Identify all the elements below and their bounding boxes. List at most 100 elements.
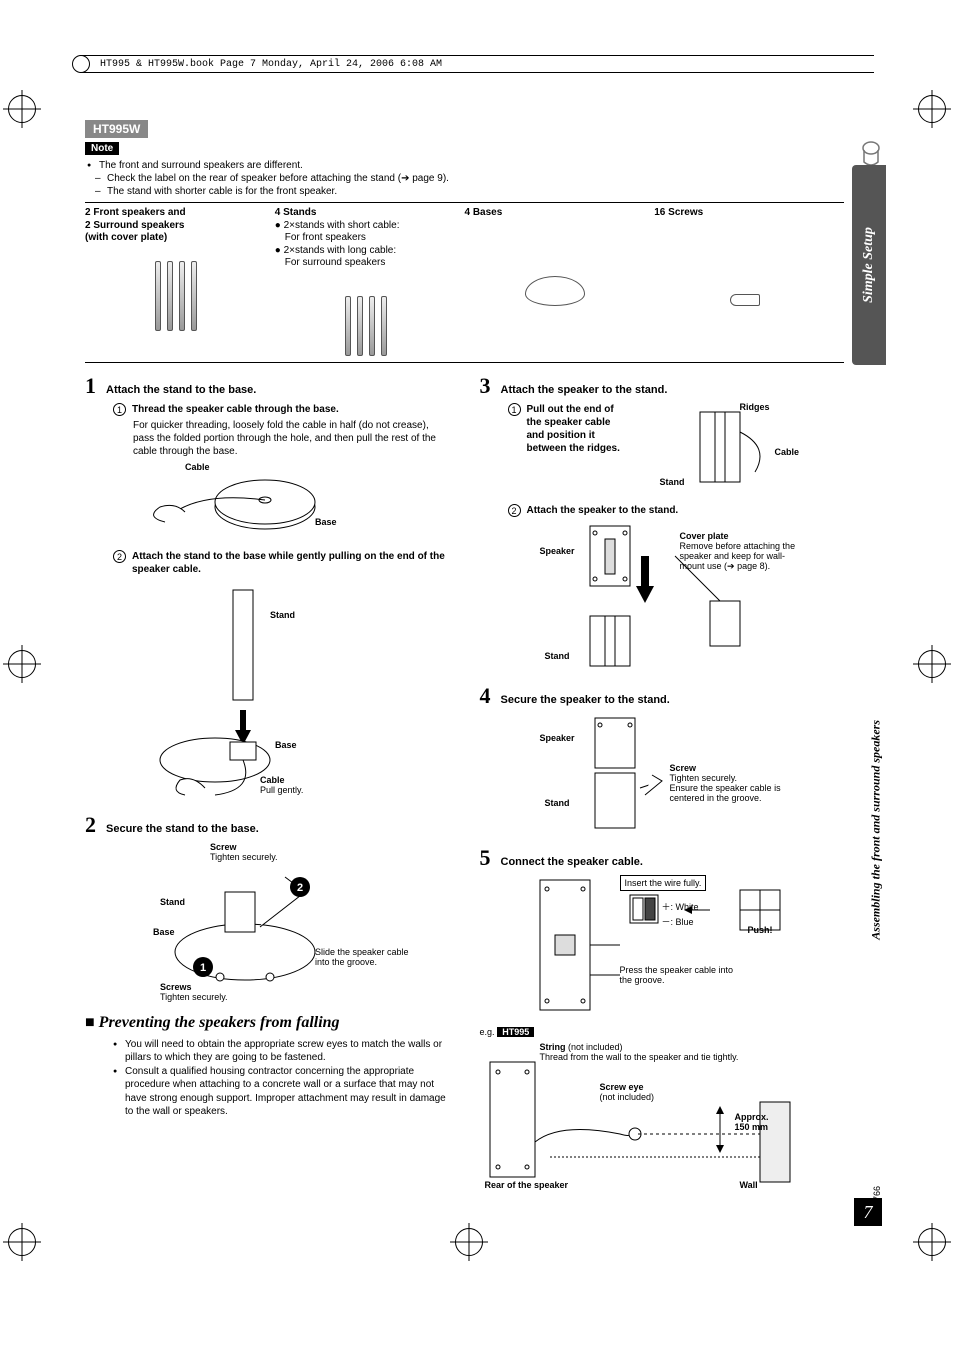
registration-mark-icon <box>8 95 36 123</box>
callout-base: Base <box>153 927 175 937</box>
page-number: 7 <box>854 1198 882 1226</box>
registration-mark-icon <box>918 95 946 123</box>
parts-desc: ● 2×stands with short cable: <box>275 220 457 233</box>
parts-col-stands: 4 Stands ● 2×stands with short cable: Fo… <box>275 207 465 356</box>
left-column: 1 Attach the stand to the base. 1 Thread… <box>85 373 450 1200</box>
side-section-label: Assembling the front and surround speake… <box>869 720 884 940</box>
callout-cable: Cable <box>775 447 800 457</box>
callout-ridges: Ridges <box>740 402 770 412</box>
step-title: Secure the stand to the base. <box>106 823 259 835</box>
substep-desc: For quicker threading, loosely fold the … <box>133 419 450 458</box>
page: HT995 & HT995W.book Page 7 Monday, April… <box>0 0 954 1351</box>
intro-dash: The stand with shorter cable is for the … <box>91 185 844 198</box>
step-title: Connect the speaker cable. <box>501 856 643 868</box>
parts-desc: For front speakers <box>275 232 457 245</box>
speaker-illustration-icon <box>85 251 267 331</box>
callout-screws: Screws Tighten securely. <box>160 982 228 1002</box>
callout-insert: Insert the wire fully. <box>620 875 707 891</box>
content-area: HT995W Note The front and surround speak… <box>85 120 844 1241</box>
prevent-bullet: You will need to obtain the appropriate … <box>115 1038 450 1065</box>
parts-heading: 4 Stands <box>275 207 457 220</box>
callout-cable: Cable Pull gently. <box>260 775 303 795</box>
intro-dash: Check the label on the rear of speaker b… <box>91 172 844 185</box>
parts-col-screws: 16 Screws <box>654 207 844 356</box>
callout-stand: Stand <box>270 610 295 620</box>
step-number: 4 <box>480 683 491 709</box>
illustration-secure-speaker: Speaker Stand Screw Tighten securely. En… <box>510 713 845 833</box>
callout-rear: Rear of the speaker <box>485 1180 569 1190</box>
callout-press: Press the speaker cable into the groove. <box>620 965 740 985</box>
two-columns: 1 Attach the stand to the base. 1 Thread… <box>85 373 844 1200</box>
side-tab-label: Simple Setup <box>861 227 877 303</box>
callout-screw-eye: Screw eye (not included) <box>600 1082 655 1102</box>
parts-col-bases: 4 Bases <box>465 207 655 356</box>
callout-stand: Stand <box>660 477 685 487</box>
callout-approx: Approx.150 mm <box>735 1112 795 1132</box>
illustration-wall-mount: String (not included) Thread from the wa… <box>480 1042 845 1192</box>
parts-heading: 2 Front speakers and <box>85 207 267 220</box>
parts-desc: For surround speakers <box>275 257 457 270</box>
right-column: 3 Attach the speaker to the stand. 1 Pul… <box>480 373 845 1200</box>
registration-mark-icon <box>8 1228 36 1256</box>
model-badge: HT995W <box>85 120 148 138</box>
svg-text:1: 1 <box>200 962 206 974</box>
eg-label: e.g. <box>480 1027 495 1037</box>
step-number: 2 <box>85 812 96 838</box>
intro-bullet: The front and surround speakers are diff… <box>91 159 844 172</box>
step-4: 4 Secure the speaker to the stand. Speak… <box>480 683 845 833</box>
parts-row: 2 Front speakers and 2 Surround speakers… <box>85 202 844 363</box>
callout-stand: Stand <box>545 651 570 661</box>
substep-number-icon: 2 <box>113 550 126 563</box>
callout-stand: Stand <box>160 897 185 907</box>
callout-base: Base <box>275 740 297 750</box>
callout-push: Push! <box>748 925 773 935</box>
callout-slide: Slide the speaker cable into the groove. <box>315 947 415 967</box>
prevent-bullets: You will need to obtain the appropriate … <box>85 1038 450 1119</box>
stand-illustration-icon <box>275 276 457 356</box>
substep-title: Thread the speaker cable through the bas… <box>132 404 339 415</box>
parts-heading: (with cover plate) <box>85 232 267 245</box>
registration-mark-icon <box>8 650 36 678</box>
substep-number-icon: 1 <box>113 403 126 416</box>
callout-wall: Wall <box>740 1180 758 1190</box>
step-title: Attach the speaker to the stand. <box>501 384 668 396</box>
substep-title: Attach the speaker to the stand. <box>527 505 679 516</box>
parts-col-speakers: 2 Front speakers and 2 Surround speakers… <box>85 207 275 356</box>
header-text: HT995 & HT995W.book Page 7 Monday, April… <box>100 59 442 70</box>
step-number: 1 <box>85 373 96 399</box>
callout-speaker: Speaker <box>540 546 575 556</box>
illustration-attach-speaker: Speaker Cover plate Remove before attach… <box>510 521 845 671</box>
callout-screw: Screw Tighten securely. <box>210 842 278 862</box>
step-title: Attach the stand to the base. <box>106 384 256 396</box>
step-number: 5 <box>480 845 491 871</box>
prevent-bullet: Consult a qualified housing contractor c… <box>115 1065 450 1119</box>
intro-notes: The front and surround speakers are diff… <box>85 159 844 198</box>
parts-heading: 4 Bases <box>465 207 647 220</box>
illustration-thread-cable: Cable Base <box>115 462 450 542</box>
note-badge: Note <box>85 142 119 155</box>
registration-mark-icon <box>918 650 946 678</box>
substep-text: Pull out the end of the speaker cable an… <box>527 403 620 455</box>
callout-cover: Cover plate Remove before attaching the … <box>680 531 810 572</box>
substep-title: Attach the stand to the base while gentl… <box>132 551 445 575</box>
step-1: 1 Attach the stand to the base. 1 Thread… <box>85 373 450 800</box>
setup-icon <box>860 140 882 168</box>
screw-illustration-icon <box>654 226 836 306</box>
parts-heading: 16 Screws <box>654 207 836 220</box>
step-3: 3 Attach the speaker to the stand. 1 Pul… <box>480 373 845 671</box>
parts-heading: 2 Surround speakers <box>85 220 267 233</box>
step-number: 3 <box>480 373 491 399</box>
illustration-ridges: Ridges Cable Stand <box>640 402 845 492</box>
step-title: Secure the speaker to the stand. <box>501 694 670 706</box>
callout-blue: －: Blue <box>662 915 694 928</box>
callout-stand: Stand <box>545 798 570 808</box>
prevent-example: e.g. HT995 <box>480 1027 845 1192</box>
substep-number-icon: 1 <box>508 403 521 416</box>
registration-mark-icon <box>918 1228 946 1256</box>
svg-text:2: 2 <box>297 882 303 894</box>
callout-white: ＋: White <box>662 900 699 913</box>
section-heading: Preventing the speakers from falling <box>85 1014 450 1032</box>
step-2: 2 Secure the stand to the base. 2 1 <box>85 812 450 1002</box>
illustration-connect-cable: Insert the wire fully. ＋: White －: Blue … <box>510 875 845 1015</box>
side-tab: Simple Setup <box>852 165 886 365</box>
